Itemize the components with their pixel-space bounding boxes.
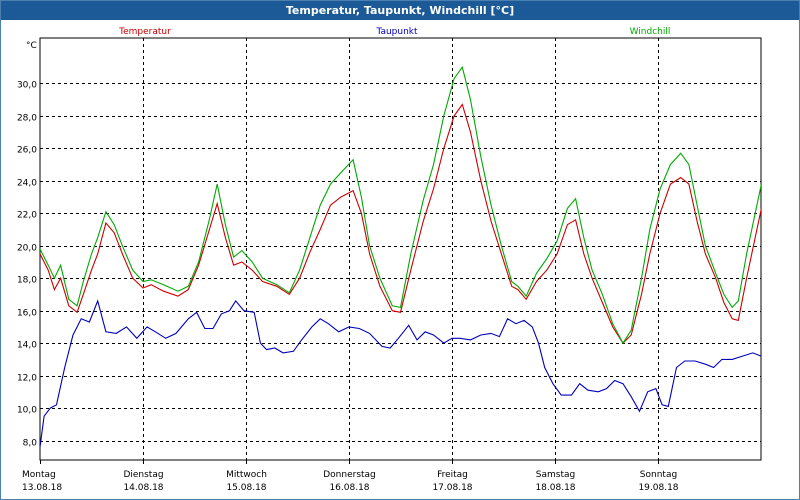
series-lines xyxy=(40,65,761,448)
x-axis: Montag 13.08.18 Dienstag 14.08.18 Mittwoch 15… xyxy=(22,460,679,493)
legend: Temperatur Taupunkt Windchill xyxy=(118,27,670,37)
y-tick-label: 14,0 xyxy=(17,341,37,351)
y-tick-label: 18,0 xyxy=(17,276,37,286)
plot-border xyxy=(39,37,762,461)
x-tick-label-date: 17.08.18 xyxy=(432,483,472,493)
chart-area: 8,0 10,0 12,0 14,0 16,0 18,0 20,0 22,0 24,0 26,0 2… xyxy=(17,27,762,493)
x-tick-label-day: Mittwoch xyxy=(226,470,267,480)
grid-lines xyxy=(40,38,761,460)
y-axis-label: °C xyxy=(26,41,37,51)
y-tick-label: 12,0 xyxy=(17,374,37,384)
x-tick-label-day: Freitag xyxy=(437,470,468,480)
legend-entry-taupunkt: Taupunkt xyxy=(375,27,418,37)
legend-entry-temperatur: Temperatur xyxy=(118,27,171,37)
y-tick-label: 30,0 xyxy=(17,81,37,91)
x-tick-label-date: 14.08.18 xyxy=(123,483,163,493)
x-tick-label-day: Dienstag xyxy=(123,470,163,480)
window-title: Temperatur, Taupunkt, Windchill [°C] xyxy=(1,1,799,20)
series-line-windchill xyxy=(40,65,761,345)
y-axis: 8,0 10,0 12,0 14,0 16,0 18,0 20,0 22,0 24,0 26,0 2… xyxy=(17,41,37,449)
y-tick-label: 28,0 xyxy=(17,114,37,124)
x-tick-label-day: Donnerstag xyxy=(323,470,376,480)
x-tick-label-day: Montag xyxy=(22,470,56,480)
x-tick-label-date: 13.08.18 xyxy=(22,483,62,493)
x-tick-label-day: Sonntag xyxy=(640,470,677,480)
y-tick-label: 8,0 xyxy=(23,439,38,449)
y-tick-label: 16,0 xyxy=(17,309,37,319)
x-tick-label-date: 15.08.18 xyxy=(226,483,266,493)
y-tick-label: 10,0 xyxy=(17,406,37,416)
y-tick-label: 22,0 xyxy=(17,211,37,221)
x-tick-label-date: 16.08.18 xyxy=(329,483,369,493)
x-tick-label-day: Samstag xyxy=(536,470,575,480)
y-tick-label: 26,0 xyxy=(17,146,37,156)
x-tick-label-date: 18.08.18 xyxy=(535,483,575,493)
y-tick-label: 20,0 xyxy=(17,244,37,254)
series-line-taupunkt xyxy=(40,299,761,448)
y-tick-label: 24,0 xyxy=(17,179,37,189)
legend-entry-windchill: Windchill xyxy=(630,27,671,37)
x-tick-label-date: 19.08.18 xyxy=(638,483,678,493)
series-line-temperatur xyxy=(40,103,761,344)
